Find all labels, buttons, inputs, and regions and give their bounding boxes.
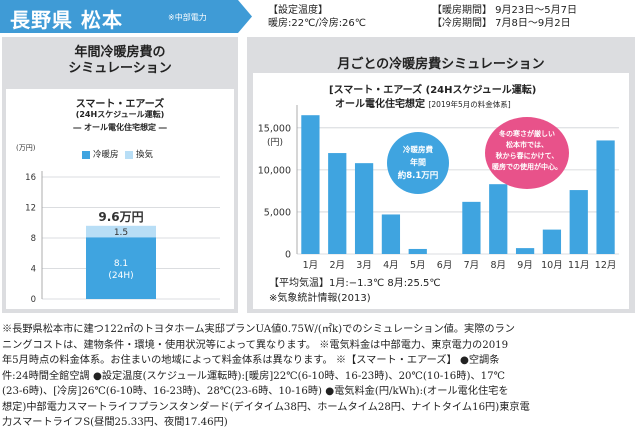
bubble-pink-line2: 松本市では、: [506, 141, 548, 149]
annual-sub-mode: (24Hスケジュール運転): [75, 110, 165, 119]
monthly-unit-label: (円): [267, 137, 283, 148]
footnote-line: (23-6時)、[冷房]26℃(6-10時、16-23時)、28℃(23-6時、…: [2, 386, 509, 397]
monthly-sub-housing: オール電化住宅想定 [2019年5月の料金体系]: [335, 95, 511, 110]
annual-sub-product: スマート・エアーズ: [75, 99, 165, 110]
annual-y-tick: 12: [25, 204, 36, 214]
monthly-x-tick: 3月: [356, 260, 372, 271]
footnote-line: ニングコストは、建物条件・環境・使用状況等によって異なります。 ※電気料金は中部…: [2, 339, 509, 351]
monthly-bar: [354, 163, 374, 254]
annual-y-tick: 0: [31, 295, 36, 305]
monthly-bar: [542, 229, 562, 254]
annual-cost-title: 年間冷暖房費の シミュレーション: [2, 45, 238, 77]
region-name: 長野県 松本: [10, 8, 123, 32]
monthly-x-tick: 2月: [329, 260, 345, 271]
monthly-sub-housing-note: [2019年5月の料金体系]: [428, 100, 511, 109]
monthly-y-tick: 5,000: [264, 207, 291, 218]
header: 長野県 松本 ※中部電力 【設定温度】 暖房:22℃/冷房:26℃ 【暖房期間】…: [0, 0, 637, 33]
footnote-line: 力スマートライフS(昼間25.33円、夜間17.46円): [2, 417, 228, 428]
monthly-y-tick: 15,000: [258, 123, 291, 134]
monthly-bar: [515, 248, 535, 254]
monthly-chart: (円) 0 5,000 10,000 15,000 1月 2月 3月 4月 5月 6月 7月 8月 9月 1…: [258, 105, 619, 271]
region-note: ※中部電力: [168, 13, 207, 22]
monthly-x-tick: 6月: [437, 260, 453, 271]
footnote-line: 年5月時点の料金体系。お住まいの地域によって料金体系は異なります。 ※【スマート…: [2, 355, 500, 366]
annual-bar-heating: [86, 237, 156, 299]
monthly-sub-product: [スマート・エアーズ (24Hスケジュール運転): [329, 85, 537, 96]
annual-title-line1: 年間冷暖房費の: [74, 45, 166, 60]
average-temperature: 【平均気温】1月:−1.3℃ 8月:25.5℃: [269, 278, 441, 289]
monthly-bar: [301, 115, 320, 255]
annual-heating-label-line1: 8.1: [114, 259, 128, 269]
monthly-x-tick: 4月: [383, 260, 399, 271]
monthly-x-tick: 11月: [568, 260, 590, 271]
region-tab: [0, 0, 252, 33]
bubble-blue-line2: 年間: [410, 158, 426, 167]
footnote-line: 件:24時間全館空調 ●設定温度(スケジュール運転時):[暖房]22℃(6-10…: [2, 370, 505, 382]
annual-heating-label-line2: (24H): [108, 271, 133, 281]
cooling-period: 【冷房期間】 7月8日〜9月2日: [432, 18, 571, 29]
monthly-y-tick: 10,000: [258, 165, 291, 176]
heating-period: 【暖房期間】 9月23日〜5月7日: [432, 5, 577, 16]
monthly-x-tick: 7月: [464, 260, 480, 271]
monthly-sub-housing-label: オール電化住宅想定: [335, 99, 425, 110]
bubble-pink-line4: 暖房での使用が中心。: [492, 163, 562, 171]
bubble-blue-line3: 約8.1万円: [397, 171, 439, 181]
annual-y-tick: 4: [31, 265, 36, 275]
annual-chart: (万円) 0 4 8 12 16 8.1 (24H) 1.5 9.6万円: [16, 144, 220, 305]
legend-vent-swatch: [125, 150, 133, 159]
annual-sub-housing: ― オール電化住宅想定 ―: [73, 123, 167, 132]
setting-temperature: 【設定温度】 暖房:22℃/冷房:26℃: [268, 4, 366, 30]
annual-unit-label: (万円): [16, 144, 36, 152]
monthly-bar: [462, 201, 481, 254]
annual-title-line2: シミュレーション: [68, 61, 172, 76]
monthly-bar: [328, 153, 347, 254]
bubble-pink-line3: 秋から春にかけて、: [495, 152, 559, 160]
monthly-cost-title: 月ごとの冷暖房費シミュレーション: [337, 57, 545, 72]
monthly-y-tick: 0: [285, 250, 291, 261]
legend-vent: 換気: [125, 148, 153, 160]
annual-cost-panel: 年間冷暖房費の シミュレーション スマート・エアーズ (24Hスケジュール運転)…: [2, 37, 238, 313]
annual-total-label: 9.6万円: [98, 210, 143, 224]
winter-note-bubble: 冬の寒さが厳しい 松本市では、 秋から春にかけて、 暖房での使用が中心。: [485, 117, 569, 189]
annual-y-tick: 16: [25, 173, 36, 183]
monthly-cost-panel: 月ごとの冷暖房費シミュレーション [スマート・エアーズ (24Hスケジュール運転…: [247, 37, 635, 313]
annual-vent-label: 1.5: [114, 228, 128, 238]
footnote-line: ※長野県松本市に建つ122㎡のトヨタホーム実邸プランUA値0.75W/(㎡k)で…: [2, 324, 515, 335]
monthly-bar: [381, 214, 401, 254]
legend-heating-label: 冷暖房: [93, 150, 119, 160]
legend-heating-swatch: [82, 150, 90, 159]
monthly-bar: [596, 140, 615, 254]
annual-summary-bubble: 冷暖房費 年間 約8.1万円: [387, 132, 449, 194]
setting-label: 【設定温度】: [268, 5, 328, 16]
footnote: ※長野県松本市に建つ122㎡のトヨタホーム実邸プランUA値0.75W/(㎡k)で…: [2, 322, 635, 431]
annual-y-tick: 8: [31, 234, 36, 244]
monthly-bar: [569, 190, 588, 254]
annual-bar-vent: [86, 225, 156, 238]
monthly-x-tick: 1月: [303, 260, 319, 271]
monthly-x-tick: 10月: [541, 260, 563, 271]
monthly-x-tick: 8月: [490, 260, 506, 271]
monthly-x-tick: 5月: [410, 260, 426, 271]
legend-vent-label: 換気: [136, 150, 154, 160]
monthly-bar: [489, 184, 508, 254]
setting-periods: 【暖房期間】 9月23日〜5月7日 【冷房期間】 7月8日〜9月2日: [432, 4, 577, 30]
setting-value: 暖房:22℃/冷房:26℃: [268, 18, 367, 29]
bubble-pink-line1: 冬の寒さが厳しい: [499, 130, 555, 138]
bubble-blue-line1: 冷暖房費: [403, 145, 433, 154]
monthly-x-tick: 9月: [517, 260, 533, 271]
data-source: ※気象統計情報(2013): [269, 293, 371, 304]
monthly-bar: [408, 248, 427, 254]
monthly-x-tick: 12月: [595, 260, 617, 271]
footnote-line: 想定)中部電力スマートライフプランスタンダード(デイタイム38円、ホームタイム2…: [2, 401, 530, 413]
legend-heating: 冷暖房: [82, 148, 119, 160]
